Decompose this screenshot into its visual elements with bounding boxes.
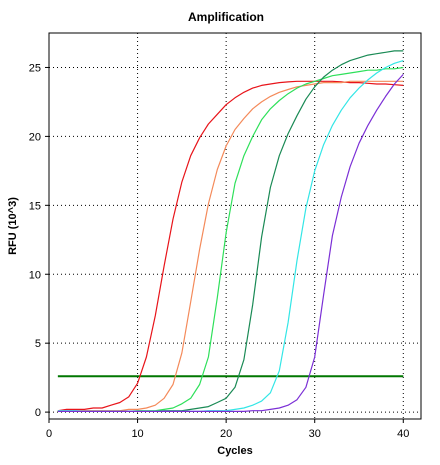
x-tick-label: 30 [309,428,321,440]
y-axis-label: RFU (10^3) [7,197,19,255]
x-tick-label: 20 [220,428,232,440]
y-tick-label: 15 [29,200,41,212]
y-tick-label: 25 [29,62,41,74]
y-tick-label: 10 [29,269,41,281]
x-tick-label: 10 [131,428,143,440]
grid [49,33,421,419]
x-tick-label: 40 [397,428,409,440]
x-tick-label: 0 [46,428,52,440]
series-line-2 [57,80,404,412]
y-tick-label: 0 [35,407,41,419]
chart-title: Amplification [188,10,264,24]
y-tick-label: 5 [35,338,41,350]
ticks: 0 10 20 30 40 0 5 10 15 20 25 [29,62,410,440]
plot-frame [48,32,422,420]
x-axis-label: Cycles [217,445,252,457]
y-tick-label: 20 [29,131,41,143]
series-line-6 [57,73,404,412]
series-group [57,50,404,412]
